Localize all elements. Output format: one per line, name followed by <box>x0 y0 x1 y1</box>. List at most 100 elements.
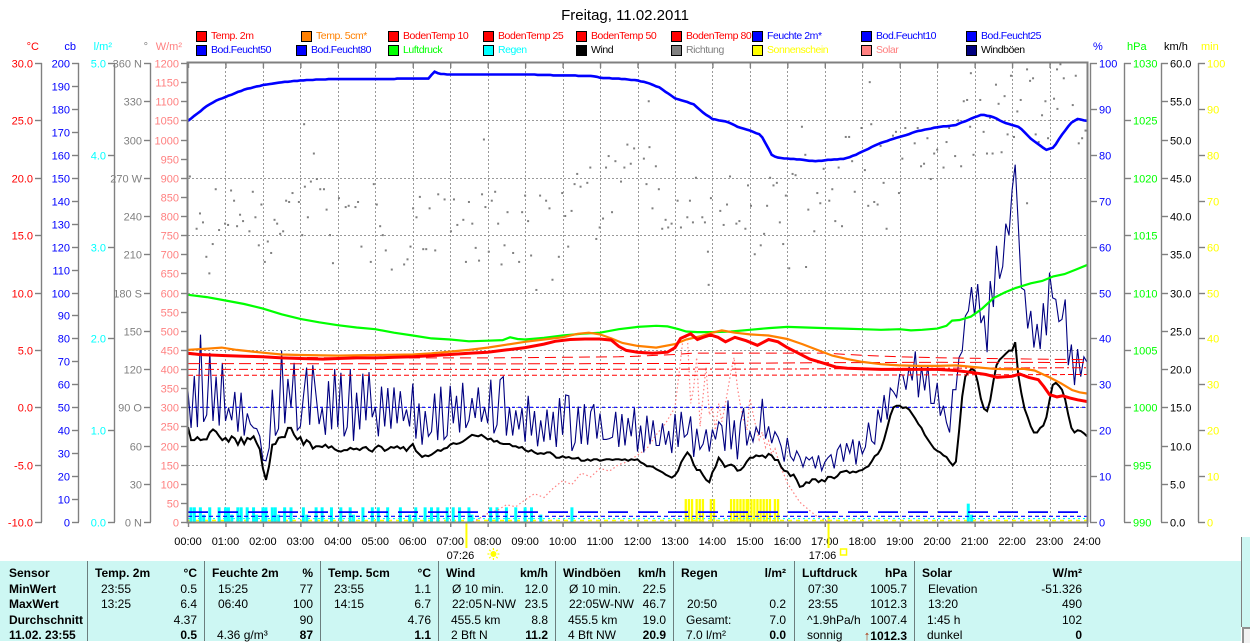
table-cell-info: Ø 10 min. <box>452 581 505 596</box>
axis-tick-label: 20 <box>58 472 70 484</box>
series-bodentemp-25 <box>188 361 1087 365</box>
axis-tick-label: 40 <box>58 426 70 438</box>
table-cell-info: 13:25 <box>101 597 132 611</box>
axis-tick-label: 30.0 <box>12 59 33 71</box>
axis-tick-label: 1025 <box>1133 116 1157 128</box>
axis-tick-label: 270 W <box>110 174 142 186</box>
axis-tick-label: 1020 <box>1133 174 1157 186</box>
axis-tick-label: 60 <box>1099 243 1111 255</box>
axis-tick-label: 40.0 <box>1170 212 1191 224</box>
axis-tick-label: 120 <box>124 365 142 377</box>
axis-tick-label: 50.0 <box>1170 136 1191 148</box>
table-cell-value: 77 <box>299 581 313 596</box>
axis-tick-label: 30.0 <box>1170 289 1191 301</box>
legend-swatch <box>966 45 977 56</box>
table-cell-info: 15:25 <box>218 581 249 596</box>
table-cell-value: 0.5 <box>180 628 197 642</box>
axis-tick-label: 350 <box>161 384 179 396</box>
table-cell-info: 14:15 <box>334 597 365 611</box>
table-cell-info: 4 Bft NW <box>568 628 617 642</box>
axis-tick-label: 30 <box>1099 380 1111 392</box>
legend-swatch <box>196 45 207 56</box>
table-cell-info: 2 Bft N <box>451 628 488 642</box>
legend-swatch <box>296 45 307 56</box>
table-cell-value: -51.326 <box>1041 581 1082 596</box>
stats-table: Sensor MinWert MaxWert Durchschnitt 11.02. 2… <box>0 561 1241 643</box>
table-cell-info: 23:55 <box>808 597 839 611</box>
axis-tick-label: 10.0 <box>1170 442 1191 454</box>
x-axis-hour-label: 08:00 <box>474 536 502 548</box>
table-cell-dir: N-NW <box>483 597 516 611</box>
x-axis-hour-label: 07:00 <box>436 536 464 548</box>
table-cell-value: 4.76 <box>407 612 431 627</box>
axis-tick-label: 1000 <box>1133 403 1157 415</box>
axis-tick-label: 4.0 <box>91 151 106 163</box>
legend-swatch <box>196 31 207 42</box>
table-cell-value: 4.37 <box>173 612 197 627</box>
legend-label: Bod.Feucht10 <box>876 29 936 42</box>
axis-tick-label: 20 <box>1207 426 1219 438</box>
axis-tick-label: 1150 <box>155 78 179 90</box>
x-axis-hour-label: 03:00 <box>287 536 315 548</box>
plot-frame <box>186 61 1089 524</box>
table-col-header: Temp. 5cm <box>328 566 390 580</box>
axis-tick-label: 990 <box>1133 518 1151 530</box>
axis-tick-label: 25.0 <box>12 116 33 128</box>
axis-tick-label: 90 <box>1099 105 1111 117</box>
table-cell-value: 1.1 <box>414 628 431 642</box>
table-column-divider <box>914 561 915 641</box>
legend-label: Richtung <box>686 43 724 56</box>
axis-tick-label: 80 <box>1207 151 1219 163</box>
legend-label: Solar <box>876 43 899 56</box>
legend-swatch <box>483 31 494 42</box>
table-cell-info: 22:05 <box>452 597 483 611</box>
axis-title: % <box>1093 41 1103 53</box>
axis-tick-label: 150 <box>161 461 179 473</box>
table-column-divider <box>438 561 439 641</box>
axis-tick-label: 550 <box>161 308 179 320</box>
axis-tick-label: 50 <box>167 499 179 511</box>
table-cell-value: 12.0 <box>524 581 548 596</box>
svg-text:W/m²: W/m² <box>156 41 183 53</box>
table-cell-info: 23:55 <box>101 581 132 596</box>
axis-tick-label: 700 <box>161 250 179 262</box>
axis-title: min <box>1201 41 1219 53</box>
x-axis-hour-label: 09:00 <box>511 536 539 548</box>
axis-tick-label: 20.0 <box>1170 365 1191 377</box>
axis-tick-label: 2.0 <box>91 334 106 346</box>
axis-tick-label: 1010 <box>1133 289 1157 301</box>
axis-tick-label: 80 <box>58 334 70 346</box>
axis-tick-label: 50 <box>1099 289 1111 301</box>
table-col-unit: % <box>302 566 313 580</box>
legend-label: BodenTemp 10 <box>403 29 469 42</box>
axis-soilmoist: cb20019018017016015014013012011010090807… <box>52 41 80 530</box>
table-column-divider <box>673 561 674 641</box>
x-axis-hour-label: 01:00 <box>212 536 240 548</box>
series-richtung <box>188 63 1087 291</box>
series-feuchte-2m <box>188 70 1087 163</box>
axis-tick-label: 650 <box>161 269 179 281</box>
table-cell-dir: W-NW <box>598 597 634 611</box>
axis-tick-label: 30 <box>130 480 142 492</box>
legend-swatch <box>671 31 682 42</box>
table-col-header: Luftdruck <box>802 566 858 580</box>
x-axis-hour-label: 21:00 <box>961 536 989 548</box>
legend-label: Bod.Feucht25 <box>981 29 1041 42</box>
table-col-header: Regen <box>681 566 718 580</box>
table-row-header: Sensor <box>9 566 50 580</box>
table-cell-info: 23:55 <box>334 581 365 596</box>
axis-tick-label: 1200 <box>155 59 179 71</box>
series-sonnenschein <box>684 499 780 522</box>
axis-tick-label: -5.0 <box>14 461 33 473</box>
x-axis-hour-label: 12:00 <box>624 536 652 548</box>
table-cell-value: 11.2 <box>525 628 548 642</box>
axis-tick-label: 30 <box>58 449 70 461</box>
axis-tick-label: 5.0 <box>1170 480 1185 492</box>
series-wind <box>188 341 1087 488</box>
x-axis-hour-label: 06:00 <box>399 536 427 548</box>
axis-tick-label: 360 N <box>113 59 142 71</box>
legend-swatch <box>752 45 763 56</box>
axis-tick-label: 200 <box>161 442 179 454</box>
